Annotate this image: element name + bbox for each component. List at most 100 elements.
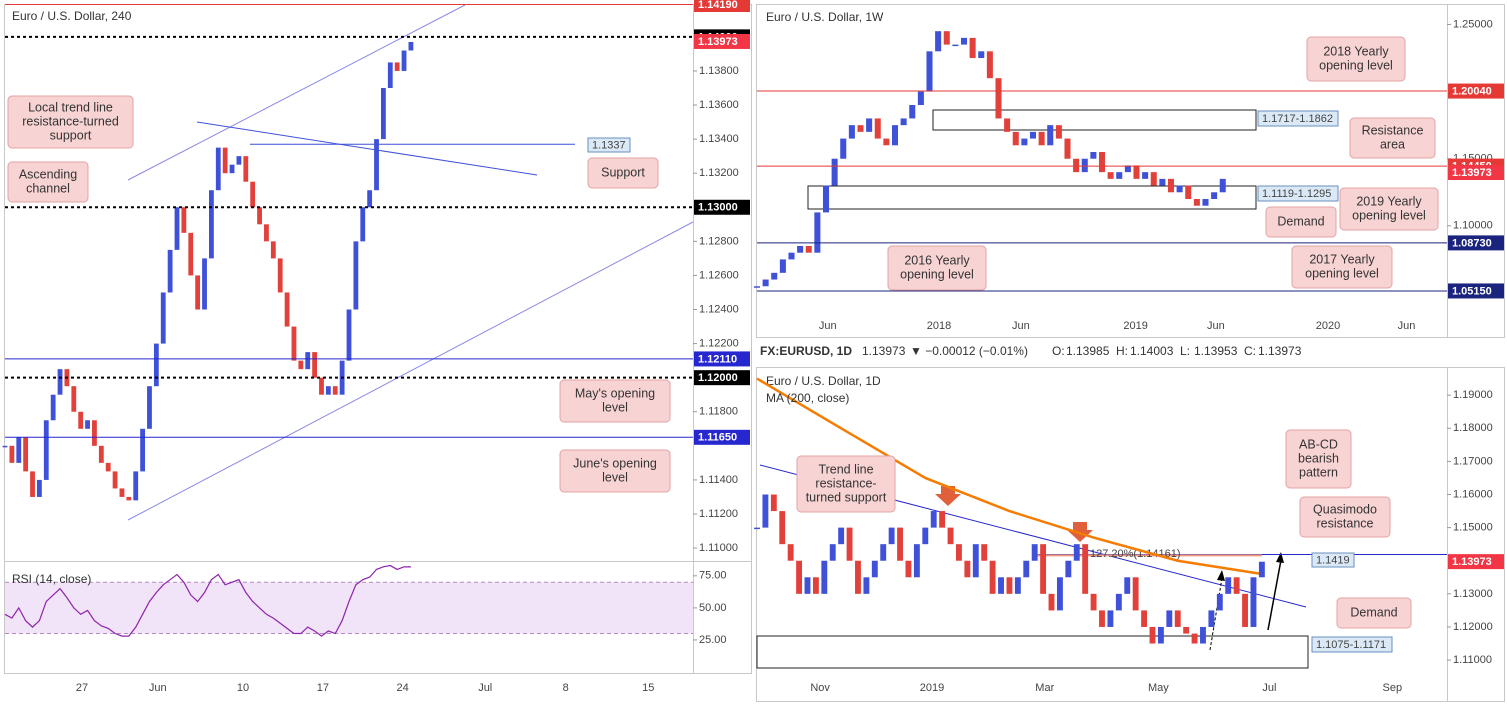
y-tick-label: 1.17000 [1453,455,1493,467]
candle [956,544,962,561]
candle [250,181,256,208]
candle [57,369,63,395]
rsi-line [4,564,411,637]
price: 1.13973 [862,344,906,358]
level-label: 1.12110 [698,353,737,365]
candle [1142,172,1149,179]
candle [167,249,173,293]
x-tick-label: Jun [1207,320,1225,332]
level-label: 1.13973 [698,36,738,48]
candle [1004,118,1011,132]
level-label-box [1448,165,1504,181]
candle [913,544,920,578]
candle [779,511,786,545]
x-tick-label: 2019 [920,682,944,694]
candle [762,494,769,528]
candle [43,420,49,480]
callout [1336,597,1412,629]
callout [1265,206,1337,238]
candle [880,544,887,561]
box-label: 1.1075-1.1171 [1316,639,1386,651]
callout-text: 2019 Yearly [1356,194,1422,208]
level-label-box [694,33,750,49]
candle [917,91,924,106]
level-label-box [694,429,750,445]
callout [1299,496,1391,538]
candle [319,377,324,395]
candle [1107,610,1114,627]
y-tick-label: 1.13200 [699,167,739,179]
level-label: 1.08730 [1452,237,1492,249]
demand-box [807,185,1257,210]
candle [1208,610,1215,627]
candle [78,411,84,429]
candle [874,118,881,139]
candle [888,527,895,545]
y-tick-label: 1.19000 [1453,389,1493,401]
y-tick-label: 1.16000 [1453,488,1493,500]
callout-text: 2016 Yearly [904,253,970,267]
callout-text: channel [26,181,70,195]
candle [1216,593,1223,611]
symbol: FX:EURUSD, 1D [760,344,852,358]
box-label-box [1257,185,1339,202]
candle [989,560,996,594]
candle [805,245,812,253]
rsi-tick-label: 50.00 [699,602,727,614]
callout-text: Local trend line [28,100,113,114]
callout-text: 2018 Yearly [1323,44,1389,58]
candle [202,258,207,310]
y-tick-label: 1.12800 [699,235,739,247]
candle [229,164,235,174]
y-tick-label: 1.15000 [1453,522,1493,534]
rsi-title: RSI (14, close) [12,572,91,586]
callout-text: opening level [1305,266,1379,280]
demand-box-daily [756,635,1309,669]
callout-text: May's opening [575,386,655,400]
panel-title: Euro / U.S. Dollar, 1W [766,10,884,24]
level-label-box [1448,554,1504,570]
callout-text: Trend line [818,462,873,476]
y-tick-label: 1.25000 [1453,18,1493,30]
callout [1306,36,1406,82]
candle [1242,593,1248,627]
ohlc-value: 1.13953 [1194,344,1238,358]
candle [1132,577,1139,611]
x-tick-label: Jun [149,682,167,694]
local-trend-line [196,121,538,176]
candle [1056,577,1063,611]
arrow-head [1217,570,1225,581]
candle [943,31,950,45]
candle [174,207,180,250]
y-tick-label: 1.11400 [699,474,738,486]
candle [846,527,853,561]
bottom-right-frame [756,367,1505,702]
callout-text: resistance-turned [22,114,119,128]
candle [952,44,959,47]
candle [1174,610,1181,627]
x-tick-label: Jul [1262,682,1276,694]
y-tick-label: 1.10000 [1453,220,1493,232]
candle [380,87,386,140]
candle [346,309,352,361]
candle [374,139,379,191]
level-label: 1.11650 [698,432,737,444]
candle [838,527,845,545]
y-tick-label: 1.12600 [699,269,739,281]
x-tick-label: Jun [1398,320,1416,332]
ohlc-value: 1.13985 [1066,344,1110,358]
level-label: 1.20040 [1452,85,1492,97]
candle [1124,577,1131,594]
y-tick-label: 1.13600 [699,99,739,111]
callout-text: turned support [806,490,887,504]
candle [814,212,821,253]
candle [1124,165,1131,173]
callout-text: level [602,470,628,484]
y-tick-label: 1.11800 [699,406,738,418]
callout-text: Demand [1277,214,1324,228]
callout-text: support [50,128,92,142]
callout [7,161,89,203]
candle [935,31,942,52]
x-tick-label: Nov [810,682,830,694]
candle [36,479,42,497]
